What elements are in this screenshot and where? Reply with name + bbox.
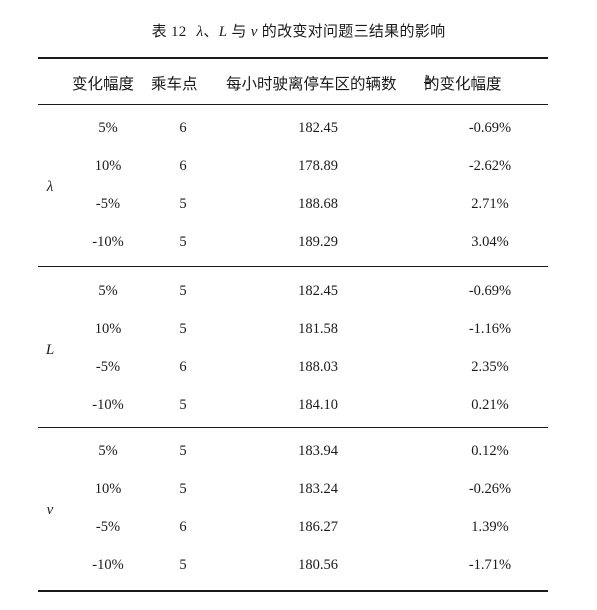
cell-change: -5% — [95, 359, 121, 375]
cell-stop: 6 — [179, 158, 187, 174]
cell-stop: 5 — [179, 443, 187, 459]
group-label: L — [45, 342, 55, 358]
cell-stop: 5 — [179, 481, 187, 497]
header-rule — [38, 104, 548, 105]
top-rule — [38, 57, 548, 59]
cell-count: 178.89 — [298, 158, 338, 174]
cell-change: 5% — [98, 283, 118, 299]
cell-count: 189.29 — [298, 234, 338, 250]
group-rule-1 — [38, 266, 548, 267]
cell-change: 10% — [94, 321, 122, 337]
cell-count: 183.94 — [298, 443, 338, 459]
fraction-denominator: t per — [425, 72, 435, 85]
cell-count: 188.03 — [298, 359, 338, 375]
header-change: 变化幅度 — [72, 76, 135, 93]
caption-L: L — [218, 24, 228, 40]
cell-delta: -1.71% — [468, 557, 512, 573]
caption-v: v — [250, 24, 258, 40]
cell-change: 5% — [98, 443, 118, 459]
cell-delta: -0.69% — [468, 120, 512, 136]
group-rule-2 — [38, 427, 548, 428]
cell-stop: 5 — [179, 557, 187, 573]
cell-change: -10% — [92, 397, 124, 413]
cell-count: 180.56 — [298, 557, 338, 573]
cell-change: 5% — [98, 120, 118, 136]
caption-sep1: 、 — [203, 24, 219, 40]
group-label: λ — [46, 179, 54, 195]
cell-count: 182.45 — [298, 283, 338, 299]
cell-delta: 2.35% — [471, 359, 509, 375]
caption-text: 的改变对问题三结果的影响 — [257, 24, 446, 40]
fraction-numerator: n — [424, 72, 431, 83]
table-caption: 表 12 λ、L 与 v 的改变对问题三结果的影响 — [0, 20, 597, 41]
cell-count: 182.45 — [298, 120, 338, 136]
group-label: v — [46, 502, 54, 518]
caption-number: 表 12 — [151, 24, 187, 40]
cell-count: 186.27 — [298, 519, 338, 535]
cell-change: -10% — [92, 234, 124, 250]
caption-sep2: 与 — [227, 24, 251, 40]
cell-change: -5% — [95, 519, 121, 535]
cell-delta: -0.26% — [468, 481, 512, 497]
cell-stop: 6 — [179, 359, 187, 375]
cell-delta: 1.39% — [471, 519, 509, 535]
cell-stop: 5 — [179, 196, 187, 212]
cell-stop: 5 — [179, 397, 187, 413]
caption-lambda: λ — [196, 24, 204, 40]
cell-delta: 0.12% — [471, 443, 509, 459]
cell-stop: 5 — [179, 234, 187, 250]
cell-change: 10% — [94, 481, 122, 497]
cell-change: -5% — [95, 196, 121, 212]
cell-stop: 5 — [179, 321, 187, 337]
bottom-rule — [38, 590, 548, 592]
cell-count: 183.24 — [298, 481, 338, 497]
cell-count: 181.58 — [298, 321, 338, 337]
cell-delta: -0.69% — [468, 283, 512, 299]
table-header: 变化幅度 乘车点 每小时驶离停车区的辆数 n t per 的变化幅度 — [38, 72, 548, 100]
cell-delta: 2.71% — [471, 196, 509, 212]
cell-change: -10% — [92, 557, 124, 573]
cell-change: 10% — [94, 158, 122, 174]
cell-delta: -1.16% — [468, 321, 512, 337]
cell-count: 184.10 — [298, 397, 338, 413]
header-stop: 乘车点 — [151, 76, 198, 93]
cell-delta: 3.04% — [471, 234, 509, 250]
header-delta-suffix: 的变化幅度 — [424, 76, 502, 93]
cell-stop: 5 — [179, 283, 187, 299]
cell-delta: 0.21% — [471, 397, 509, 413]
cell-stop: 6 — [179, 120, 187, 136]
cell-stop: 6 — [179, 519, 187, 535]
cell-delta: -2.62% — [468, 158, 512, 174]
cell-count: 188.68 — [298, 196, 338, 212]
header-count: 每小时驶离停车区的辆数 — [226, 76, 397, 93]
